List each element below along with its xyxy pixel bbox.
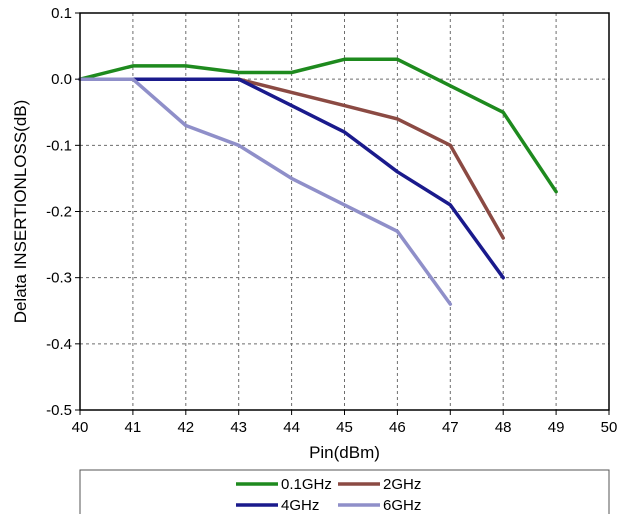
legend: 0.1GHz 2GHz 4GHz 6GHz — [79, 469, 610, 519]
x-tick-label: 49 — [548, 419, 565, 436]
y-axis-title: Delata INSERTIONLOSS(dB) — [11, 100, 30, 324]
y-tick-label: 0.0 — [51, 71, 72, 88]
legend-label: 2GHz — [383, 476, 421, 493]
y-tick-label: -0.4 — [46, 336, 72, 353]
x-tick-label: 47 — [442, 419, 459, 436]
y-tick-label: -0.2 — [46, 204, 72, 221]
x-tick-label: 46 — [389, 419, 406, 436]
x-tick-label: 48 — [495, 419, 512, 436]
x-tick-label: 41 — [125, 419, 142, 436]
x-tick-label: 43 — [230, 419, 247, 436]
y-tick-label: -0.3 — [46, 270, 72, 287]
grid — [80, 13, 609, 410]
x-tick-label: 50 — [601, 419, 618, 436]
y-tick-label: -0.5 — [46, 402, 72, 419]
x-tick-label: 42 — [177, 419, 194, 436]
y-tick-label: 0.1 — [51, 5, 72, 22]
x-axis-title: Pin(dBm) — [309, 443, 380, 462]
x-tick-label: 45 — [336, 419, 353, 436]
series-lines — [78, 57, 558, 306]
series-line-01ghz — [78, 57, 558, 194]
x-tick-label: 40 — [72, 419, 89, 436]
legend-label: 4GHz — [281, 497, 319, 514]
series-line-6ghz — [78, 77, 453, 306]
x-tick-label: 44 — [283, 419, 300, 436]
y-tick-label: -0.1 — [46, 137, 72, 154]
legend-items: 0.1GHz 2GHz 4GHz 6GHz — [236, 476, 421, 514]
legend-label: 6GHz — [383, 497, 421, 514]
legend-label: 0.1GHz — [281, 476, 332, 493]
series-line-4ghz — [78, 77, 505, 280]
tick-labels: 40 41 42 43 44 45 46 47 48 49 50 0.1 0.0 -0.1 -0.2 -0.3… — [46, 5, 617, 436]
legend-box — [79, 469, 610, 519]
